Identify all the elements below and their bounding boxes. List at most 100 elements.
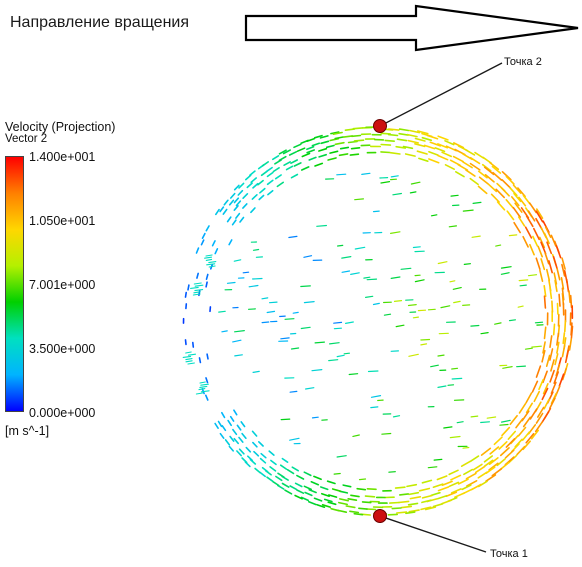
- velocity-vector: [380, 151, 391, 154]
- velocity-vector: [510, 196, 520, 207]
- velocity-vector: [316, 224, 327, 227]
- velocity-vector: [562, 332, 566, 345]
- velocity-vector: [226, 216, 232, 223]
- velocity-vector: [336, 173, 347, 176]
- velocity-vector: [470, 415, 479, 418]
- velocity-vector: [543, 326, 547, 340]
- velocity-vector: [487, 183, 498, 193]
- velocity-vector: [463, 263, 471, 265]
- velocity-vector: [217, 420, 223, 428]
- velocity-vector: [200, 390, 210, 393]
- velocity-vector: [350, 494, 360, 498]
- velocity-vector: [521, 431, 531, 441]
- velocity-vector: [453, 300, 461, 304]
- velocity-vector: [548, 397, 556, 410]
- velocity-vector: [352, 434, 360, 437]
- velocity-vector: [231, 219, 237, 226]
- velocity-vectors: [182, 126, 574, 516]
- velocity-vector: [353, 512, 364, 516]
- velocity-vector: [228, 445, 234, 452]
- velocity-vector: [565, 278, 570, 293]
- velocity-vector: [253, 450, 260, 457]
- velocity-vector: [477, 170, 488, 179]
- velocity-vector: [334, 141, 345, 146]
- velocity-vector: [266, 179, 274, 186]
- velocity-vector: [504, 449, 515, 459]
- velocity-vector: [334, 136, 345, 140]
- velocity-vector: [321, 503, 332, 508]
- velocity-vector: [416, 150, 428, 155]
- velocity-vector: [229, 415, 235, 422]
- velocity-vector: [421, 479, 433, 484]
- velocity-vector: [233, 205, 239, 211]
- velocity-vector: [232, 339, 242, 343]
- velocity-vector: [274, 174, 282, 180]
- velocity-vector: [543, 295, 547, 309]
- velocity-vector: [286, 468, 295, 475]
- velocity-vector: [428, 151, 439, 156]
- velocity-vector: [228, 199, 235, 206]
- velocity-legend: Velocity (Projection) Vector 2 1.400e+00…: [5, 120, 165, 450]
- velocity-vector: [185, 351, 192, 354]
- velocity-vector: [238, 436, 244, 443]
- velocity-vector: [333, 321, 343, 324]
- velocity-vector: [522, 194, 531, 205]
- velocity-vector: [193, 282, 202, 285]
- velocity-vector: [451, 367, 459, 370]
- velocity-vector: [448, 225, 457, 228]
- velocity-vector: [235, 212, 241, 219]
- velocity-vector: [300, 496, 310, 502]
- velocity-vector: [408, 129, 421, 134]
- velocity-vector: [233, 184, 240, 191]
- velocity-vector: [388, 471, 396, 473]
- velocity-vector: [206, 263, 216, 266]
- velocity-vector: [350, 147, 361, 150]
- velocity-vector: [239, 216, 245, 223]
- velocity-vector: [184, 339, 187, 346]
- velocity-vector: [267, 189, 274, 196]
- velocity-vector: [417, 130, 429, 135]
- velocity-vector: [408, 353, 419, 357]
- velocity-vector: [452, 155, 464, 163]
- velocity-vector: [432, 502, 444, 508]
- velocity-vector: [445, 491, 458, 498]
- velocity-vector: [251, 430, 258, 437]
- velocity-vector: [387, 133, 399, 137]
- velocity-vector: [531, 345, 542, 348]
- velocity-vector: [525, 392, 533, 404]
- velocity-vector: [290, 159, 299, 164]
- velocity-vector: [443, 426, 453, 429]
- velocity-vector: [436, 143, 449, 149]
- velocity-vector: [269, 466, 277, 472]
- point2-leader-line: [379, 62, 503, 127]
- velocity-vector: [538, 236, 546, 249]
- velocity-vector: [525, 402, 534, 414]
- point1-label: Точка 1: [490, 548, 528, 560]
- velocity-vector: [534, 421, 544, 433]
- velocity-vector: [343, 352, 350, 355]
- velocity-vector: [494, 322, 502, 325]
- velocity-vector: [402, 145, 414, 150]
- velocity-vector: [414, 137, 426, 142]
- velocity-vector: [208, 265, 216, 268]
- velocity-vector: [303, 471, 312, 477]
- velocity-vector: [303, 255, 313, 258]
- velocity-vector: [398, 493, 410, 496]
- velocity-vector: [370, 406, 379, 409]
- velocity-vector: [300, 166, 310, 171]
- velocity-vector: [470, 324, 480, 327]
- velocity-vector: [537, 245, 544, 258]
- velocity-vector: [303, 301, 315, 304]
- velocity-vector: [228, 239, 233, 246]
- velocity-vector: [485, 474, 497, 483]
- velocity-vector: [272, 167, 280, 173]
- velocity-vector: [300, 285, 311, 288]
- velocity-vector: [187, 284, 190, 291]
- velocity-vector: [553, 371, 560, 385]
- velocity-vector: [427, 308, 436, 311]
- velocity-vector: [549, 369, 555, 383]
- velocity-vector: [282, 149, 292, 155]
- velocity-vector: [406, 483, 418, 488]
- velocity-vector: [500, 187, 510, 197]
- velocity-vector: [266, 310, 276, 314]
